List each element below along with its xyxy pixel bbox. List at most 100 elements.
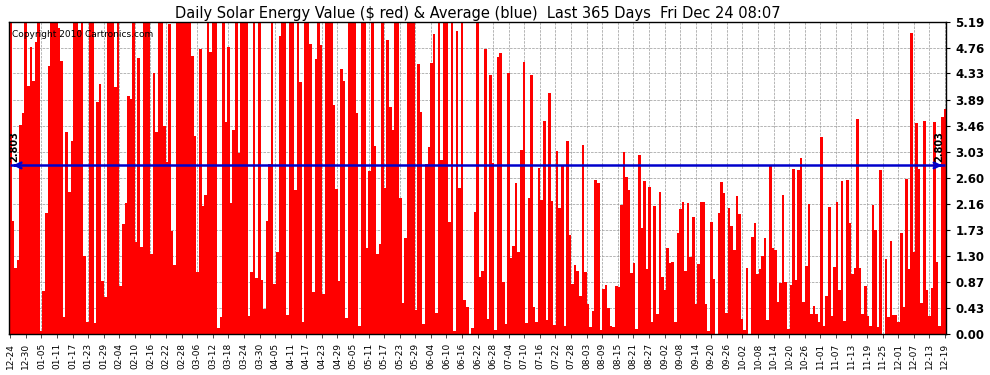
Bar xyxy=(800,158,802,334)
Bar xyxy=(120,286,122,334)
Bar xyxy=(417,64,420,334)
Bar xyxy=(510,258,512,334)
Bar xyxy=(312,292,315,334)
Bar xyxy=(520,150,523,334)
Bar xyxy=(484,50,486,334)
Bar xyxy=(736,196,739,334)
Bar xyxy=(291,22,294,334)
Bar xyxy=(929,316,931,334)
Bar xyxy=(328,22,330,334)
Bar xyxy=(856,119,859,334)
Bar xyxy=(463,300,466,334)
Bar xyxy=(900,233,903,334)
Title: Daily Solar Energy Value ($ red) & Average (blue)  Last 365 Days  Fri Dec 24 08:: Daily Solar Energy Value ($ red) & Avera… xyxy=(175,6,780,21)
Bar xyxy=(83,256,86,334)
Bar xyxy=(479,277,481,334)
Bar xyxy=(446,22,448,334)
Bar xyxy=(176,22,178,334)
Bar xyxy=(515,183,518,334)
Bar xyxy=(45,213,48,334)
Bar xyxy=(782,195,784,334)
Bar xyxy=(376,254,379,334)
Bar xyxy=(173,265,176,334)
Bar xyxy=(805,266,808,334)
Bar xyxy=(250,272,252,334)
Bar xyxy=(674,322,676,334)
Bar xyxy=(138,58,140,334)
Bar xyxy=(533,307,536,334)
Bar xyxy=(436,313,438,334)
Bar xyxy=(471,328,474,334)
Bar xyxy=(368,171,371,334)
Bar xyxy=(165,162,168,334)
Bar xyxy=(353,22,355,334)
Bar xyxy=(202,206,204,334)
Bar xyxy=(851,274,853,334)
Bar xyxy=(777,302,779,334)
Bar xyxy=(423,324,425,334)
Bar xyxy=(910,33,913,334)
Bar xyxy=(343,81,346,334)
Bar xyxy=(86,322,88,334)
Bar xyxy=(810,314,813,334)
Bar xyxy=(507,73,510,334)
Bar xyxy=(869,326,872,334)
Bar xyxy=(866,316,869,334)
Bar xyxy=(905,180,908,334)
Bar xyxy=(576,272,579,334)
Bar xyxy=(109,22,112,334)
Bar xyxy=(550,201,553,334)
Bar xyxy=(815,314,818,334)
Bar xyxy=(297,22,299,334)
Bar xyxy=(196,272,199,334)
Text: 2.803: 2.803 xyxy=(9,132,19,162)
Bar xyxy=(268,164,271,334)
Bar xyxy=(130,99,133,334)
Bar xyxy=(918,169,921,334)
Bar xyxy=(35,42,38,334)
Bar xyxy=(50,22,52,334)
Bar xyxy=(73,22,76,334)
Bar xyxy=(887,316,890,334)
Bar xyxy=(705,304,708,334)
Bar xyxy=(518,252,520,334)
Bar xyxy=(708,331,710,334)
Bar xyxy=(766,320,769,334)
Bar xyxy=(579,296,581,334)
Bar xyxy=(939,326,941,334)
Bar xyxy=(802,303,805,334)
Bar xyxy=(505,324,507,334)
Bar xyxy=(458,188,461,334)
Bar xyxy=(438,22,441,334)
Bar xyxy=(425,164,428,334)
Bar xyxy=(386,40,389,334)
Bar xyxy=(52,22,55,334)
Bar xyxy=(921,303,923,334)
Bar xyxy=(602,289,605,334)
Bar xyxy=(676,232,679,334)
Bar xyxy=(281,22,284,334)
Bar xyxy=(597,183,600,334)
Bar xyxy=(877,327,879,334)
Bar xyxy=(191,56,194,334)
Bar xyxy=(183,22,186,334)
Bar xyxy=(286,315,289,334)
Bar xyxy=(745,268,748,334)
Bar xyxy=(797,170,800,334)
Bar xyxy=(379,244,381,334)
Bar xyxy=(325,22,328,334)
Bar xyxy=(22,112,25,334)
Bar xyxy=(19,125,22,334)
Bar xyxy=(908,269,910,334)
Bar xyxy=(363,22,366,334)
Bar xyxy=(553,325,556,334)
Bar xyxy=(492,163,494,334)
Bar xyxy=(25,22,27,334)
Bar xyxy=(194,136,196,334)
Bar xyxy=(146,22,148,334)
Bar xyxy=(238,153,241,334)
Bar xyxy=(455,31,458,334)
Bar xyxy=(389,107,392,334)
Bar xyxy=(366,248,368,334)
Bar xyxy=(666,249,669,334)
